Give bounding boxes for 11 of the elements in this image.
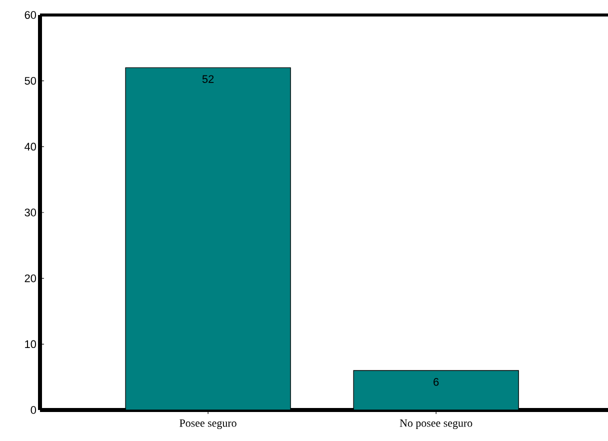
- y-tick-label: 0: [30, 406, 36, 414]
- data-label: 6: [434, 378, 439, 386]
- y-tick-label: 50: [24, 76, 36, 85]
- y-tick-label: 10: [25, 340, 36, 348]
- y-tick-label: 60: [24, 11, 36, 19]
- x-tick-label: Posee seguro: [180, 420, 236, 430]
- y-tick-label: 30: [24, 208, 36, 216]
- data-label: 52: [202, 75, 214, 83]
- x-tick-label: No posee seguro: [400, 420, 472, 430]
- y-tick-label: 20: [24, 274, 36, 282]
- y-tick-label: 40: [24, 142, 36, 151]
